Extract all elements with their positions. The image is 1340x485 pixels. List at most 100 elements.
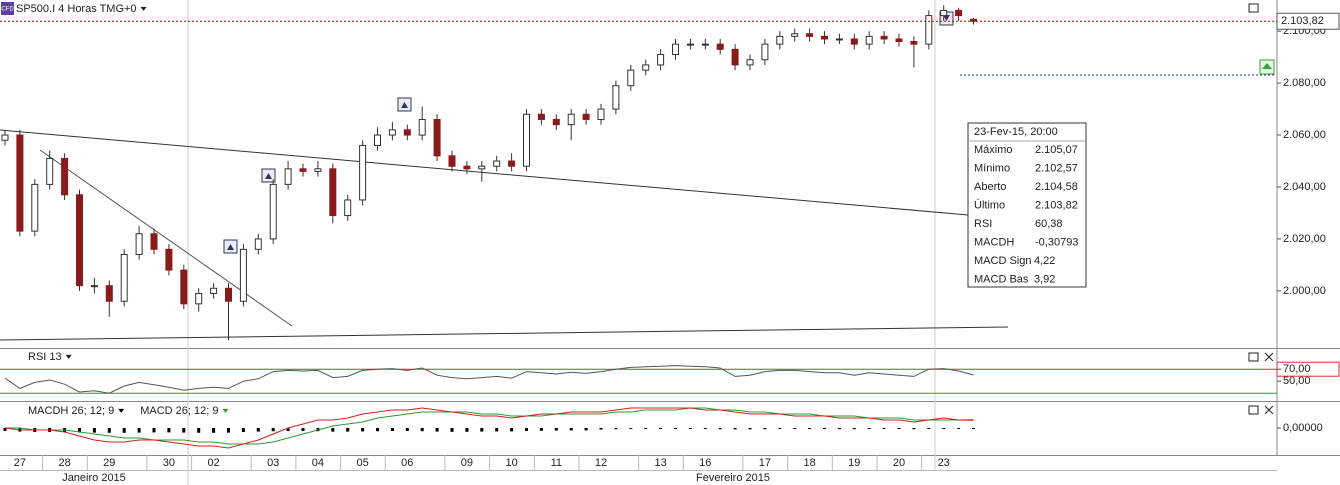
info-label: MACD Bas [974,273,1029,285]
candle-body [284,168,292,185]
histogram-bar [271,428,275,432]
panel-title[interactable]: RSI 13 [28,351,62,363]
x-tick-label: 27 [14,457,26,469]
candle-body [61,157,69,196]
histogram-bar [405,428,409,431]
info-value: -0,30793 [1035,236,1078,248]
x-tick-label: 03 [267,457,279,469]
candle-body [910,41,918,45]
histogram-bar [92,428,96,433]
info-value: 2.102,57 [1035,162,1078,174]
candle-body [76,194,83,287]
order-icon[interactable] [1259,59,1275,75]
y-tick-label: 2.080,00 [1283,77,1326,89]
candle-body [150,233,158,250]
signal-marker[interactable] [223,239,238,254]
histogram-bar [688,428,692,429]
candle-body [761,43,769,61]
maximize-button[interactable] [1248,405,1259,415]
histogram-bar [912,428,916,430]
candle-body [955,9,963,17]
histogram-bar [629,428,633,429]
maximize-button[interactable] [1248,352,1259,362]
histogram-bar [718,428,722,430]
histogram-bar [659,428,663,429]
legend-entry[interactable]: MACDH 26; 12; 9 [28,405,114,417]
y-tick-label: 2.020,00 [1283,233,1326,245]
svg-text:CFD: CFD [1,7,14,13]
x-tick-label: 09 [461,457,473,469]
candle-body [120,254,128,302]
histogram-bar [674,428,677,429]
signal-marker[interactable] [261,168,276,183]
symbol-icon: CFD [1,2,14,15]
candle-body [478,165,486,170]
candle-body [627,69,635,87]
histogram-bar [78,428,81,433]
dropdown-caret [65,354,72,359]
y-tick-label: 2.040,00 [1283,181,1326,193]
candle-body [925,15,933,45]
y-tick-label: 0,00000 [1283,422,1323,434]
info-value: 60,38 [1035,218,1063,230]
candle-body [537,113,545,120]
candle-body [359,144,367,201]
histogram-bar [107,428,111,433]
info-label: Mínimo [974,162,1010,174]
candle-body [239,248,247,302]
histogram-bar [286,428,290,431]
info-label: MACD Sign [974,255,1031,267]
candle-body [433,118,441,157]
histogram-bar [703,428,707,429]
histogram-bar [837,428,841,430]
candle-body [314,168,322,172]
candle-body [374,134,381,146]
histogram-bar [361,428,365,432]
candle-body [269,183,277,240]
info-label: Último [974,198,1005,211]
candle-body [597,108,605,120]
histogram-bar [420,428,424,432]
histogram-bar [808,428,812,429]
candle-body [865,35,873,45]
histogram-bar [793,428,797,429]
candle-body [523,113,530,167]
maximize-button[interactable] [1248,3,1259,13]
x-tick-label: 28 [58,457,70,469]
histogram-bar [599,428,603,430]
x-tick-label: 10 [505,457,517,469]
legend-entry[interactable]: MACD 26; 12; 9 [140,405,218,417]
histogram-bar [331,428,335,432]
info-value: 4,22 [1034,255,1055,267]
candle-body [776,35,784,45]
close-button[interactable] [1264,405,1274,415]
histogram-bar [450,428,454,432]
signal-marker[interactable] [397,97,412,112]
candle-body [657,54,665,66]
x-tick-label: 05 [356,457,368,469]
x-tick-label: 20 [893,457,905,469]
histogram-bar [584,428,588,431]
chart-title[interactable]: SP500.I 4 Horas TMG+0 [16,3,137,15]
trend-line [39,149,293,327]
histogram-bar [852,428,856,430]
histogram-bar [748,428,752,430]
tick-highlight [1276,361,1340,377]
candle-body [165,248,173,271]
candle-body [940,9,948,17]
x-tick-label: 18 [803,457,815,469]
trend-line [0,129,969,216]
y-tick-label: 2.100,00 [1283,25,1326,37]
histogram-bar [510,428,514,432]
candle-body [642,64,650,71]
candle-body [612,85,620,110]
x-tick-label: 02 [207,457,219,469]
dropdown-caret [222,408,229,413]
candle-body [821,35,828,40]
histogram-bar [972,428,975,429]
month-label: Fevereiro 2015 [696,472,770,484]
x-tick-label: 19 [848,457,860,469]
x-tick-label: 11 [551,457,562,469]
close-button[interactable] [1264,352,1274,362]
